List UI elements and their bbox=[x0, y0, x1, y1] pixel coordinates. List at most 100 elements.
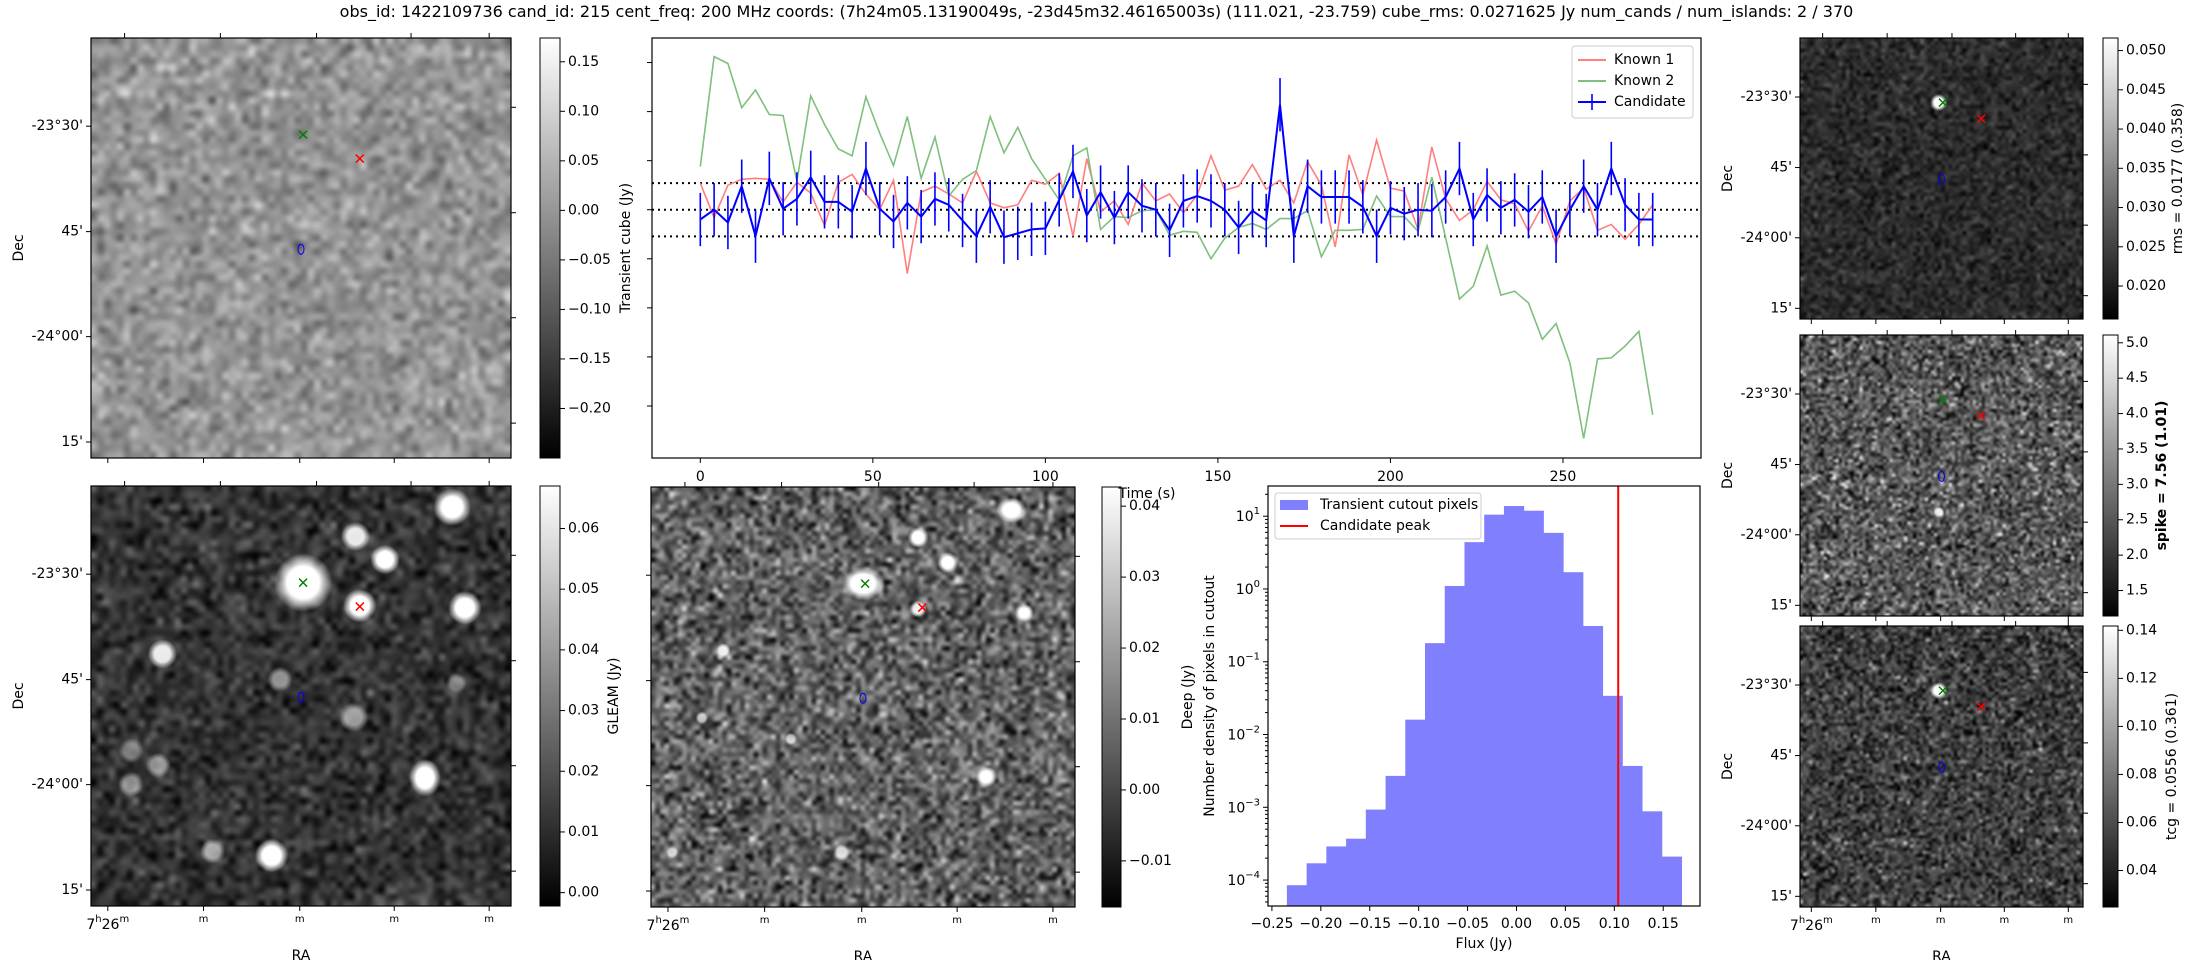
known-1-marker bbox=[1976, 114, 1986, 124]
image-frame bbox=[1799, 625, 2084, 908]
colorbar-label: spike = 7.56 (1.01) bbox=[2154, 401, 2170, 551]
x-tick-label: −0.10 bbox=[1397, 916, 1440, 932]
x-tick-label: 0.05 bbox=[1550, 916, 1581, 932]
histogram-bar bbox=[1523, 510, 1544, 906]
histogram-bar bbox=[1365, 809, 1387, 906]
known-1-marker bbox=[917, 603, 927, 613]
colorbar-tick-label: 0.035 bbox=[2126, 160, 2166, 176]
histogram-bar bbox=[1385, 775, 1406, 906]
histogram-bar bbox=[1661, 856, 1683, 906]
x-axis-label: Flux (Jy) bbox=[1456, 936, 1513, 952]
series-candidate bbox=[699, 104, 1653, 239]
colorbar-tick-label: 0.04 bbox=[2126, 862, 2157, 878]
ra-tick-label: m bbox=[1871, 915, 1881, 926]
dec-axis-label: Dec bbox=[11, 234, 27, 261]
colorbar-tick-label: 0.03 bbox=[1129, 569, 1160, 585]
colorbar-tick-label: 1.5 bbox=[2126, 583, 2148, 599]
dec-tick-label: -23°30' bbox=[31, 118, 83, 134]
image-frame bbox=[1799, 334, 2084, 617]
spike-panel: -23°30' 45' -24°00' 15' Dec 5.0 4.5 4.0 3.5 3.0 2.… bbox=[1720, 330, 2170, 621]
histogram-bar bbox=[1405, 719, 1426, 906]
transient-panel: -23°30' 45' -24°00' 15' Dec 0.15 0.10 0.05 0.00 −… bbox=[11, 33, 634, 463]
x-axis-label: Time (s) bbox=[1118, 486, 1176, 502]
histogram-bar bbox=[1642, 811, 1663, 906]
colorbar-tick-label: 0.01 bbox=[568, 824, 599, 840]
legend-label: Known 2 bbox=[1614, 73, 1674, 89]
dec-tick-label: -24°00' bbox=[1740, 818, 1792, 834]
known-2-marker bbox=[298, 578, 308, 588]
known-2-marker bbox=[1938, 98, 1948, 108]
dec-axis-label: Dec bbox=[1720, 165, 1736, 192]
colorbar-tick-label: 0.15 bbox=[568, 54, 599, 70]
known-1-marker bbox=[355, 154, 365, 164]
ra-tick-label: m bbox=[2063, 915, 2073, 926]
ra-tick-label: m bbox=[952, 915, 962, 926]
dec-axis-label: Dec bbox=[1720, 462, 1736, 489]
colorbar-tick-label: 0.14 bbox=[2126, 622, 2157, 638]
colorbar-tick-label: 0.020 bbox=[2126, 278, 2166, 294]
histogram-bar bbox=[1286, 885, 1308, 906]
known-2-marker bbox=[298, 130, 308, 140]
x-tick-label: 250 bbox=[1550, 469, 1577, 485]
colorbar-tick-label: 0.050 bbox=[2126, 43, 2166, 59]
colorbar-tick-label: −0.01 bbox=[1129, 853, 1172, 869]
known-2-marker bbox=[1938, 686, 1948, 696]
candidate-marker bbox=[1938, 470, 1945, 482]
known-2-marker bbox=[1938, 395, 1948, 405]
colorbar bbox=[539, 37, 561, 459]
lightcurve-plot: 0 50 100 150 200 250 Time (s) Known 1 Known 2 Can… bbox=[647, 37, 1702, 502]
colorbar bbox=[2102, 625, 2119, 908]
tcg-image bbox=[1800, 626, 2083, 907]
ra-tick-label: 7h26m bbox=[1790, 915, 1833, 934]
colorbar-label: Deep (Jy) bbox=[1180, 665, 1196, 730]
ra-axis-label: RA bbox=[854, 949, 873, 960]
dec-tick-label: -24°00' bbox=[1740, 527, 1792, 543]
histogram-plot: −0.25 −0.20 −0.15 −0.10 −0.05 0.00 0.05 0.10 0.1… bbox=[1202, 485, 1701, 952]
dec-tick-label: 45' bbox=[1770, 457, 1792, 473]
x-tick-label: 0.15 bbox=[1648, 916, 1679, 932]
y-tick-label: 100 bbox=[1236, 579, 1260, 598]
colorbar-label: rms = 0.0177 (0.358) bbox=[2170, 103, 2186, 255]
colorbar-tick-label: 0.12 bbox=[2126, 670, 2157, 686]
histogram-bar bbox=[1582, 625, 1604, 906]
colorbar-tick-label: 0.00 bbox=[568, 885, 599, 901]
legend-swatch-histogram bbox=[1280, 500, 1308, 510]
candidate-marker bbox=[297, 243, 305, 255]
rms-panel: -23°30' 45' -24°00' 15' Dec 0.050 0.045 0.040 0.… bbox=[1720, 33, 2186, 324]
gleam-panel: 7h26m m m m m -23°30' 45' -24°00' 15' RA Dec 0.06 0.… bbox=[11, 481, 622, 960]
colorbar-tick-label: 0.02 bbox=[1129, 640, 1160, 656]
dec-tick-label: -24°00' bbox=[1740, 230, 1792, 246]
y-tick-label: 10−3 bbox=[1227, 797, 1260, 816]
x-tick-label: −0.05 bbox=[1446, 916, 1489, 932]
ra-tick-label: m bbox=[857, 915, 867, 926]
x-tick-label: −0.20 bbox=[1299, 916, 1342, 932]
dec-tick-label: -24°00' bbox=[31, 329, 83, 345]
colorbar-tick-label: −0.10 bbox=[568, 301, 611, 317]
colorbar-tick-label: 4.0 bbox=[2126, 406, 2148, 422]
ra-tick-label: m bbox=[295, 914, 305, 925]
dec-tick-label: 15' bbox=[61, 882, 83, 898]
known-1-marker bbox=[1976, 702, 1986, 712]
x-tick-label: 0.10 bbox=[1599, 916, 1630, 932]
colorbar-tick-label: 0.10 bbox=[568, 103, 599, 119]
legend-label: Known 1 bbox=[1614, 52, 1674, 68]
colorbar-tick-label: 0.06 bbox=[568, 520, 599, 536]
deep-panel: 7h26m m m m m RA 0.04 0.03 0.02 0.01 0.00 −0.01 Deep… bbox=[646, 482, 1196, 960]
colorbar-tick-label: 0.00 bbox=[568, 202, 599, 218]
ra-tick-label: m bbox=[199, 914, 209, 925]
rms-image bbox=[1800, 38, 2083, 319]
colorbar-tick-label: 0.06 bbox=[2126, 814, 2157, 830]
gleam-image bbox=[91, 486, 511, 906]
transient-cube-image bbox=[91, 38, 511, 458]
colorbar-tick-label: 0.025 bbox=[2126, 239, 2166, 255]
colorbar-tick-label: 5.0 bbox=[2126, 335, 2148, 351]
dec-tick-label: 45' bbox=[61, 224, 83, 240]
spike-image bbox=[1800, 335, 2083, 616]
colorbar-tick-label: 0.05 bbox=[568, 581, 599, 597]
deep-image bbox=[651, 487, 1075, 907]
dec-tick-label: -23°30' bbox=[1740, 677, 1792, 693]
tcg-panel: 7h26m m m m m -23°30' 45' -24°00' 15' RA Dec 0.14 0.… bbox=[1720, 621, 2180, 960]
x-tick-label: 50 bbox=[864, 469, 882, 485]
colorbar-tick-label: 3.5 bbox=[2126, 441, 2148, 457]
dec-tick-label: 15' bbox=[1770, 300, 1792, 316]
